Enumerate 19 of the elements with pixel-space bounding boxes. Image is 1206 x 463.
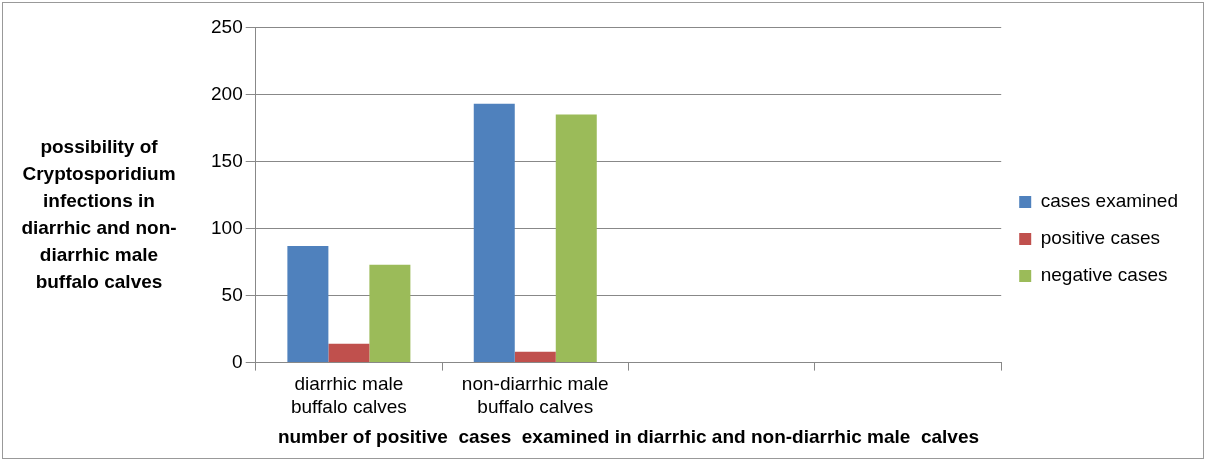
y-tick-label: 50	[221, 283, 243, 305]
x-tick-label: diarrhic male buffalo calves	[290, 373, 407, 418]
legend-label: cases examined	[1040, 190, 1178, 212]
bar	[555, 114, 597, 363]
y-tick-label: 150	[211, 149, 243, 171]
bar	[514, 351, 556, 363]
y-tick-label: 0	[232, 350, 243, 372]
bar	[369, 264, 411, 363]
y-tick-label: 250	[211, 15, 243, 37]
bar	[328, 343, 370, 363]
legend-label: positive cases	[1040, 227, 1161, 249]
y-axis-title: possibility of Cryptosporidium infections in diarrhic and non-diarrhic male buffalo calves	[20, 135, 178, 294]
bar	[473, 103, 515, 363]
y-tick-label: 100	[211, 216, 243, 238]
x-axis-title: number of positive cases examined in diarrhic and non-diarrhic male calves	[277, 425, 980, 447]
legend-label: negative cases	[1040, 264, 1168, 286]
bar	[287, 245, 329, 363]
x-tick-label: non-diarrhic male buffalo calves	[461, 373, 609, 418]
y-tick-label: 200	[211, 82, 243, 104]
